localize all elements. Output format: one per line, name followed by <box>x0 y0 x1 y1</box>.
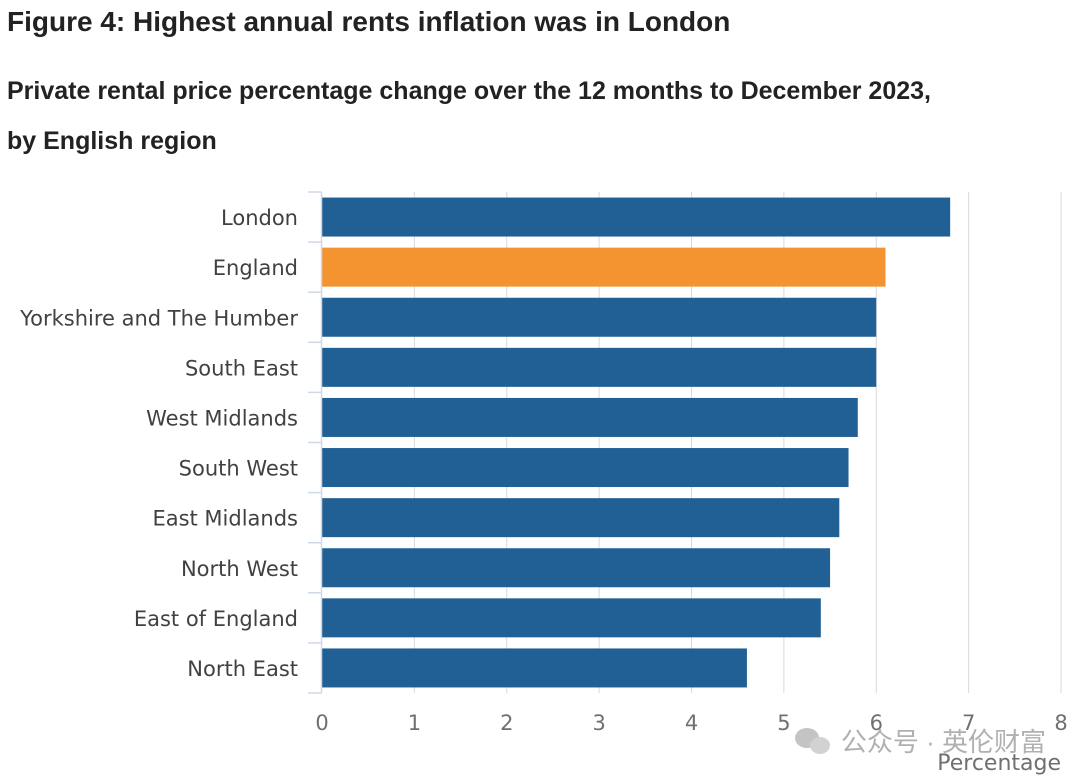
category-label-north-east: North East <box>187 657 298 681</box>
bar-yorkshire-and-the-humber <box>322 297 877 337</box>
wechat-icon <box>794 726 833 756</box>
category-label-east-midlands: East Midlands <box>152 507 298 531</box>
category-labels: London England Yorkshire and The Humber Sou… <box>19 206 298 681</box>
bar-south-east <box>322 347 877 387</box>
x-axis-label: Percentage <box>937 751 1061 776</box>
x-tick-label-2: 2 <box>500 711 513 735</box>
watermark-text: 公众号 · 英伦财富 <box>840 727 1046 757</box>
bar-east-of-england <box>322 598 821 638</box>
category-label-england: England <box>213 256 298 280</box>
x-tick-label-0: 0 <box>315 711 328 735</box>
figure-title: Figure 4: Highest annual rents inflation… <box>7 6 731 37</box>
figure-subtitle: Private rental price percentage change o… <box>7 77 931 155</box>
category-label-south-west: South West <box>179 457 298 481</box>
bars <box>322 197 951 688</box>
category-label-yorkshire-and-the-humber: Yorkshire and The Humber <box>19 306 298 330</box>
bar-london <box>322 197 951 237</box>
x-tick-label-7: 7 <box>962 711 975 735</box>
category-label-south-east: South East <box>185 356 298 380</box>
category-label-west-midlands: West Midlands <box>146 406 298 430</box>
x-tick-label-4: 4 <box>685 711 698 735</box>
x-tick-label-6: 6 <box>870 711 883 735</box>
category-axis <box>308 191 323 694</box>
category-label-east-of-england: East of England <box>134 607 298 631</box>
bar-east-midlands <box>322 498 840 538</box>
bar-england <box>322 247 886 287</box>
x-tick-label-3: 3 <box>592 711 605 735</box>
x-tick-label-1: 1 <box>408 711 421 735</box>
bar-west-midlands <box>322 397 858 437</box>
bar-south-west <box>322 448 849 488</box>
x-tick-labels: 0 1 2 3 4 5 6 7 8 <box>315 711 1067 735</box>
bar-north-west <box>322 548 831 588</box>
watermark: 公众号 · 英伦财富 <box>794 722 1046 759</box>
category-label-north-west: North West <box>181 557 298 581</box>
bar-north-east <box>322 648 747 688</box>
category-label-london: London <box>221 206 298 230</box>
x-tick-label-5: 5 <box>777 711 790 735</box>
x-tick-label-8: 8 <box>1054 711 1067 735</box>
